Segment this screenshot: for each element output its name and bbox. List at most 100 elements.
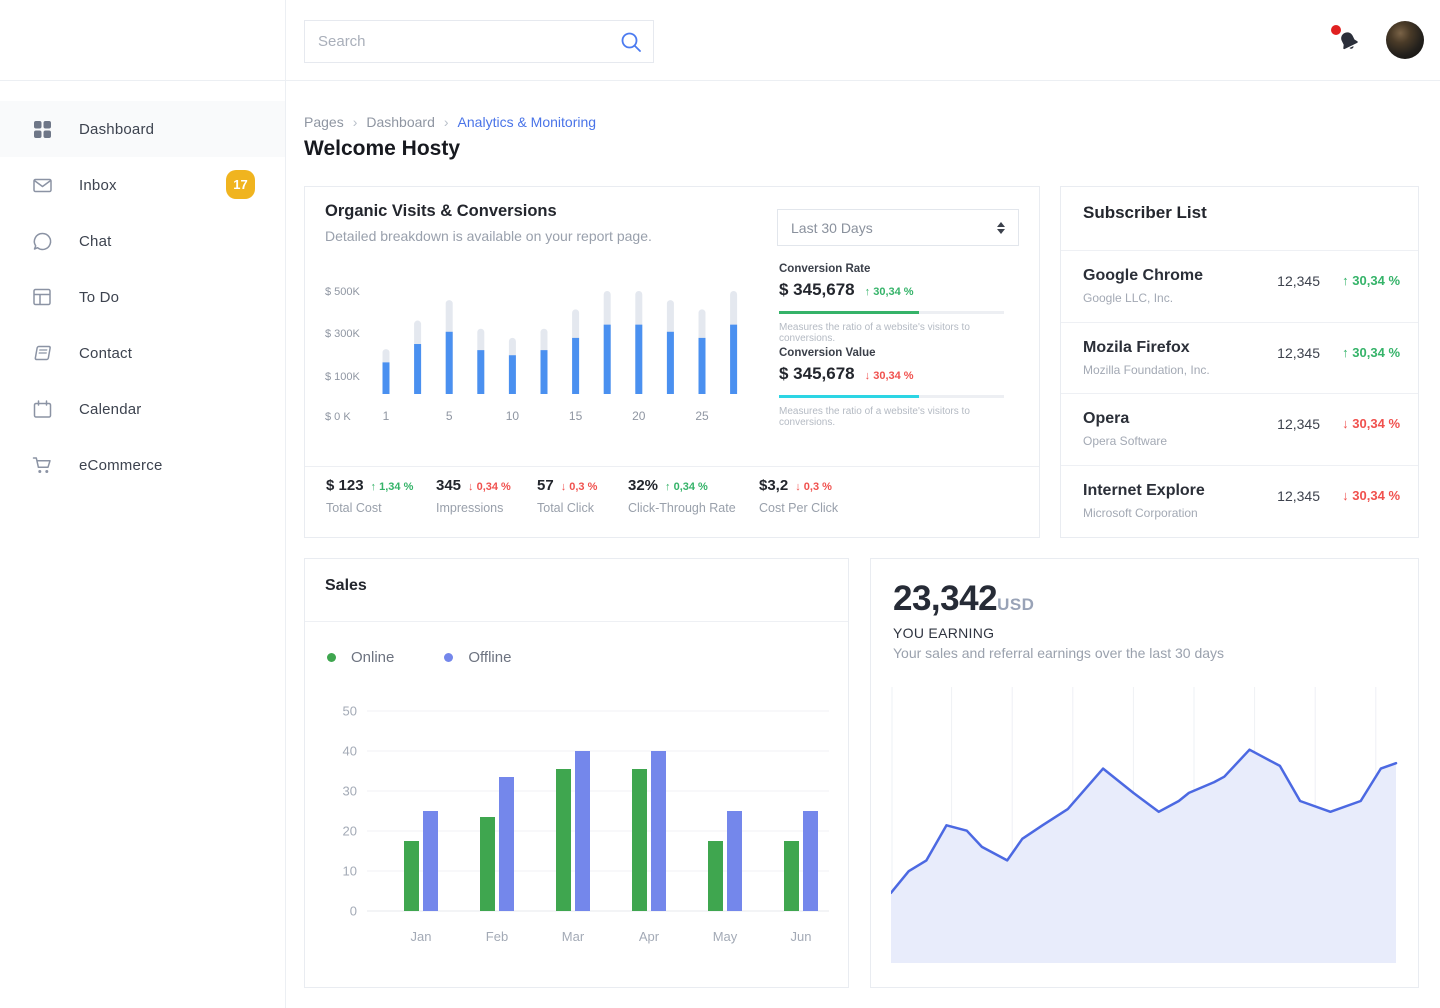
stat-total-cost: $ 123 ↑ 1,34 % Total Cost [326, 477, 413, 515]
y-axis-label: $ 100K [325, 371, 360, 383]
sidebar-item-inbox[interactable]: Inbox 17 [0, 157, 285, 213]
organic-bar-chart: 1 5 10 15 20 25 [382, 290, 738, 423]
search-input[interactable] [305, 21, 653, 62]
metric-progress-track [779, 311, 1004, 314]
sidebar-item-label: Contact [79, 344, 133, 362]
notifications-button[interactable] [1330, 23, 1368, 61]
metric-label: Conversion Rate [779, 263, 871, 275]
avatar[interactable] [1386, 21, 1424, 59]
stat-total-click: 57 ↓ 0,3 % Total Click [537, 477, 597, 515]
metric-value: $ 345,678 [779, 280, 855, 299]
dashboard-icon [31, 118, 53, 140]
sidebar-item-chat[interactable]: Chat [0, 213, 285, 269]
svg-text:1: 1 [383, 409, 390, 423]
calendar-icon [31, 398, 53, 420]
stat-delta: ↑ 1,34 % [370, 481, 414, 493]
offline-dot-icon [444, 653, 454, 662]
earnings-amount-row: 23,342 USD [893, 579, 1034, 619]
sidebar-item-label: Dashboard [79, 120, 155, 138]
conversion-value-metric: Conversion Value $ 345,678 ↓ 30,34 % Mea… [779, 347, 1021, 428]
breadcrumb-pages[interactable]: Pages [304, 114, 344, 130]
subscriber-count: 12,345 [1277, 416, 1320, 432]
bell-icon [1341, 32, 1358, 50]
select-arrows-icon [997, 221, 1005, 234]
stat-cost-per-click: $3,2 ↓ 0,3 % Cost Per Click [759, 477, 838, 515]
subscriber-row-mozila-firefox[interactable]: Mozila Firefox Mozilla Foundation, Inc. … [1061, 323, 1418, 394]
logo[interactable] [30, 40, 170, 68]
sidebar-item-label: Calendar [79, 400, 142, 418]
online-dot-icon [327, 653, 336, 662]
card-subtitle: Detailed breakdown is available on your … [325, 228, 652, 244]
organic-visits-card: Organic Visits & Conversions Detailed br… [304, 186, 1040, 538]
sidebar-item-todo[interactable]: To Do [0, 269, 285, 325]
stat-value: 32% [628, 477, 659, 494]
sidebar-item-label: Chat [79, 232, 112, 250]
subscriber-row-opera[interactable]: Opera Opera Software 12,345 ↓ 30,34 % [1061, 394, 1418, 466]
earnings-currency: USD [997, 595, 1035, 614]
card-title: Organic Visits & Conversions [325, 202, 557, 220]
stat-label: Cost Per Click [759, 501, 839, 515]
legend-item-online[interactable]: Online [327, 649, 394, 666]
inbox-badge: 17 [226, 170, 255, 199]
stat-value: 57 [537, 477, 554, 494]
sidebar-item-label: eCommerce [79, 456, 163, 474]
card-title: Subscriber List [1083, 203, 1207, 222]
search-box [304, 20, 654, 63]
legend-item-offline[interactable]: Offline [444, 649, 511, 666]
svg-text:Feb: Feb [486, 929, 508, 944]
card-title: Sales [325, 577, 367, 594]
sidebar: Dashboard Inbox 17 Chat To Do Contact [0, 101, 285, 493]
period-select[interactable]: Last 30 Days [777, 209, 1019, 246]
subscriber-count: 12,345 [1277, 273, 1320, 289]
sidebar-item-label: To Do [79, 288, 120, 306]
stats-divider [305, 466, 1039, 467]
stat-delta: ↓ 0,34 % [468, 481, 511, 493]
metric-progress-fill [779, 311, 919, 314]
svg-text:25: 25 [695, 409, 709, 423]
stat-click-through-rate: 32% ↑ 0,34 % Click-Through Rate [628, 477, 736, 515]
subscriber-delta: ↑ 30,34 % [1342, 273, 1400, 288]
sidebar-item-dashboard[interactable]: Dashboard [0, 101, 285, 157]
subscriber-row-google-chrome[interactable]: Google Chrome Google LLC, Inc. 12,345 ↑ … [1061, 251, 1418, 323]
metric-progress-track [779, 395, 1004, 398]
stat-delta: ↑ 0,34 % [665, 481, 708, 493]
stat-label: Total Click [537, 501, 594, 515]
subscriber-company: Mozilla Foundation, Inc. [1083, 362, 1210, 377]
svg-text:30: 30 [343, 784, 357, 799]
subscriber-row-internet-explore[interactable]: Internet Explore Microsoft Corporation 1… [1061, 466, 1418, 538]
earnings-amount: 23,342 [893, 579, 998, 618]
divider [305, 621, 848, 622]
svg-text:50: 50 [343, 704, 357, 719]
metric-label: Conversion Value [779, 347, 876, 359]
subscriber-name: Mozila Firefox [1083, 338, 1190, 356]
conversion-rate-metric: Conversion Rate $ 345,678 ↑ 30,34 % Meas… [779, 263, 1021, 344]
stat-delta: ↓ 0,3 % [560, 481, 598, 493]
topbar-divider [0, 80, 1440, 81]
sidebar-item-calendar[interactable]: Calendar [0, 381, 285, 437]
sidebar-item-ecommerce[interactable]: eCommerce [0, 437, 285, 493]
layout-icon [31, 286, 53, 308]
svg-text:5: 5 [446, 409, 453, 423]
stat-value: 345 [436, 477, 462, 494]
svg-text:40: 40 [343, 744, 357, 759]
period-select-value: Last 30 Days [791, 219, 873, 236]
legend-label: Offline [468, 649, 512, 666]
chat-icon [31, 230, 53, 252]
stat-value: $3,2 [759, 477, 789, 494]
search-icon[interactable] [619, 30, 644, 55]
cart-icon [31, 454, 53, 476]
subscriber-rows: Google Chrome Google LLC, Inc. 12,345 ↑ … [1061, 251, 1418, 537]
breadcrumb-dashboard[interactable]: Dashboard [366, 114, 435, 130]
subscriber-delta: ↓ 30,34 % [1342, 487, 1400, 503]
subscriber-delta: ↓ 30,34 % [1342, 416, 1400, 431]
svg-text:May: May [713, 929, 738, 944]
breadcrumb-current[interactable]: Analytics & Monitoring [457, 114, 597, 130]
svg-text:Apr: Apr [639, 929, 660, 944]
divider [1061, 250, 1418, 251]
stat-label: Click-Through Rate [628, 501, 736, 515]
earnings-area-chart [891, 687, 1398, 963]
stat-impressions: 345 ↓ 0,34 % Impressions [436, 477, 511, 515]
sidebar-item-contact[interactable]: Contact [0, 325, 285, 381]
metric-caption: Measures the ratio of a website's visito… [779, 322, 970, 344]
